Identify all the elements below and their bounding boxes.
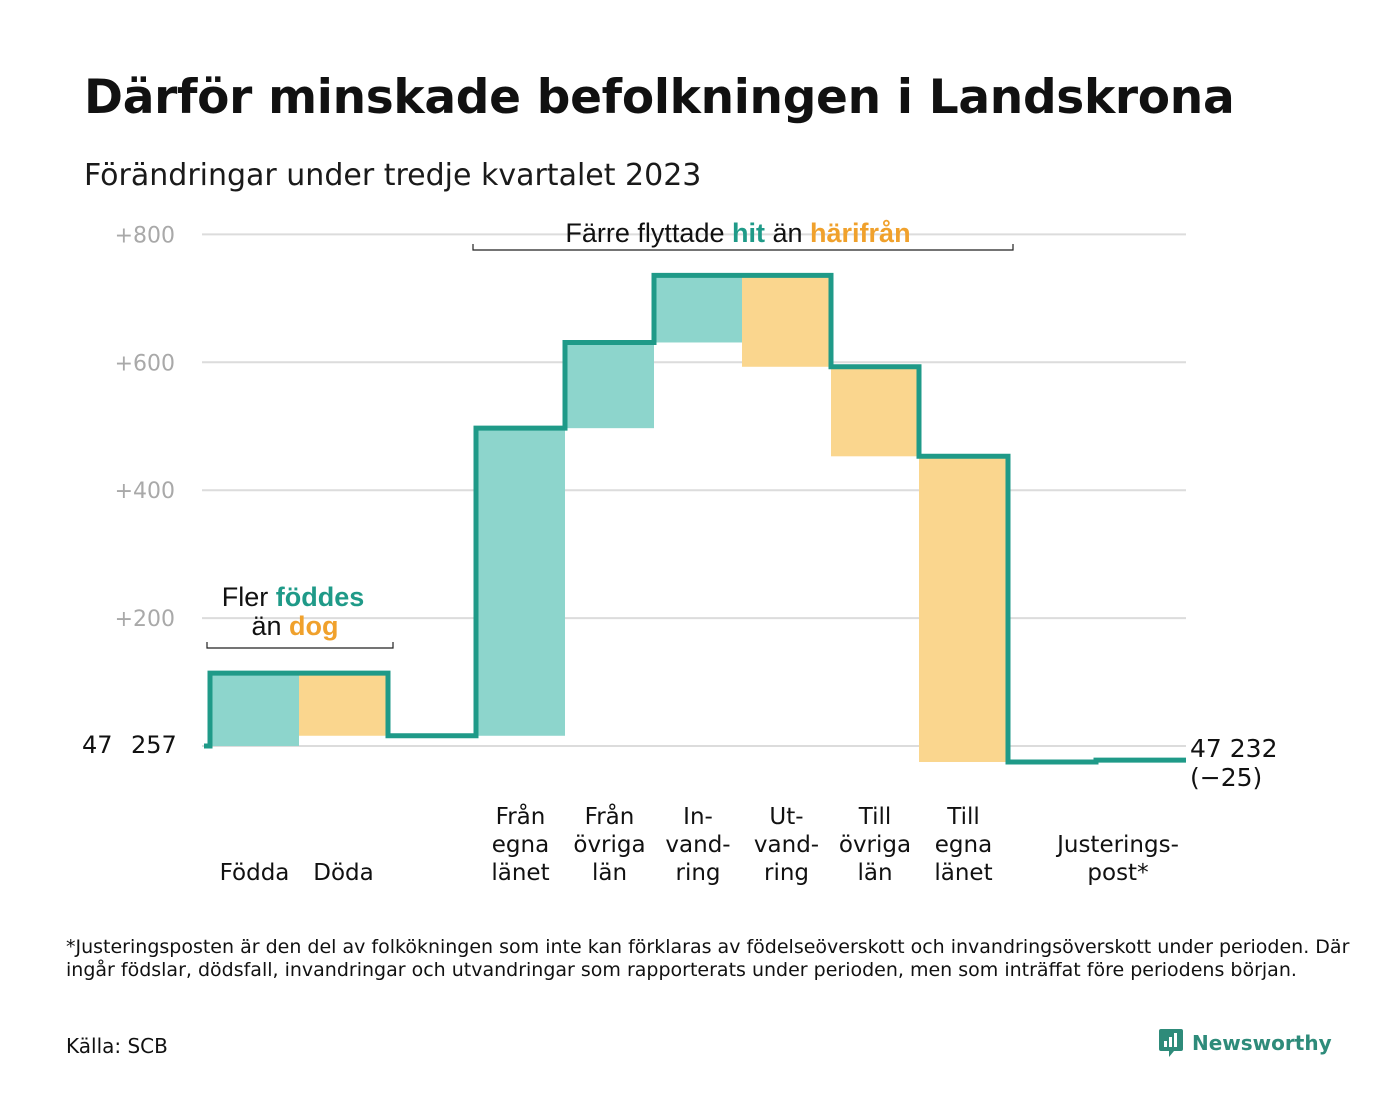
waterfall-chart: +200+400+600+800 Födda DödaFrånegnalänetF… [82,218,1277,886]
footnote: *Justeringsposten är den del av folkökni… [66,936,1350,981]
category-label: Från [585,802,635,830]
category-labels: Födda DödaFrånegnalänetFrånövrigalänIn-va… [82,731,1277,886]
category-label: In- [683,804,713,830]
annotation-births-line1: Fler föddes [222,582,365,612]
bar [919,456,1008,762]
annotation-part: hit [732,218,765,248]
bar [742,275,831,367]
annotation-part: föddes [276,582,365,612]
cumulative-line-path [204,272,1186,765]
category-label: länet [934,860,992,886]
bar [476,428,565,736]
chart-title: Därför minskade befolkningen i Landskron… [84,70,1235,125]
annotation-bracket [472,244,1014,251]
category-label: Födda [220,860,290,886]
newsworthy-logo-icon [1159,1029,1183,1057]
category-label: Från [496,802,546,830]
category-label: län [592,860,627,886]
end-change-label: (−25) [1190,763,1262,792]
category-label: egna [492,832,549,858]
brand-logo: Newsworthy [1158,1028,1332,1058]
category-label: ring [675,860,720,886]
category-label: Till [858,804,892,830]
category-label: egna [935,832,992,858]
category-label: Döda [313,860,373,886]
brand-name: Newsworthy [1192,1031,1332,1055]
bars [210,275,1008,762]
category-label: Justerings- [1055,832,1179,858]
category-label: Till [946,804,980,830]
y-tick-label: +200 [115,607,175,632]
gridlines [202,233,1186,747]
category-label: länet [491,860,549,886]
bar [210,673,299,746]
category-label: ring [764,860,809,886]
bar [565,342,654,429]
category-label: län [857,860,892,886]
category-label: Ut- [769,804,803,830]
category-label: post* [1087,860,1148,886]
category-label: vand- [754,832,819,858]
annotation-migration: Färre flyttade hit än härifrån [565,218,910,248]
annotation-part: Färre flyttade [565,218,732,248]
end-value-label: 47 232 [1190,734,1277,763]
category-label: övriga [839,832,911,858]
annotation-part: Fler [222,582,276,612]
annotation-part: än [251,611,289,641]
annotation-part: än [765,218,810,248]
y-tick-label: +400 [115,479,175,504]
bar [654,275,742,343]
start-value-label-left: 47 [82,731,113,759]
cumulative-line [204,272,1186,765]
category-label: vand- [665,832,730,858]
annotation-births-line2: än dog [251,611,338,641]
start-value-label-right: 257 [131,731,177,759]
annotation-bracket [206,642,394,649]
category-label: övriga [573,832,645,858]
y-tick-label: +800 [115,223,175,248]
chart-subtitle: Förändringar under tredje kvartalet 2023 [84,158,702,193]
source-credit: Källa: SCB [66,1034,168,1058]
bar [299,673,388,736]
y-axis-ticks: +200 +400 +600 +800 [115,223,175,632]
bar [831,366,919,457]
annotation-part: dog [289,611,338,641]
y-tick-label: +600 [115,351,175,376]
annotation-part: härifrån [810,218,911,248]
